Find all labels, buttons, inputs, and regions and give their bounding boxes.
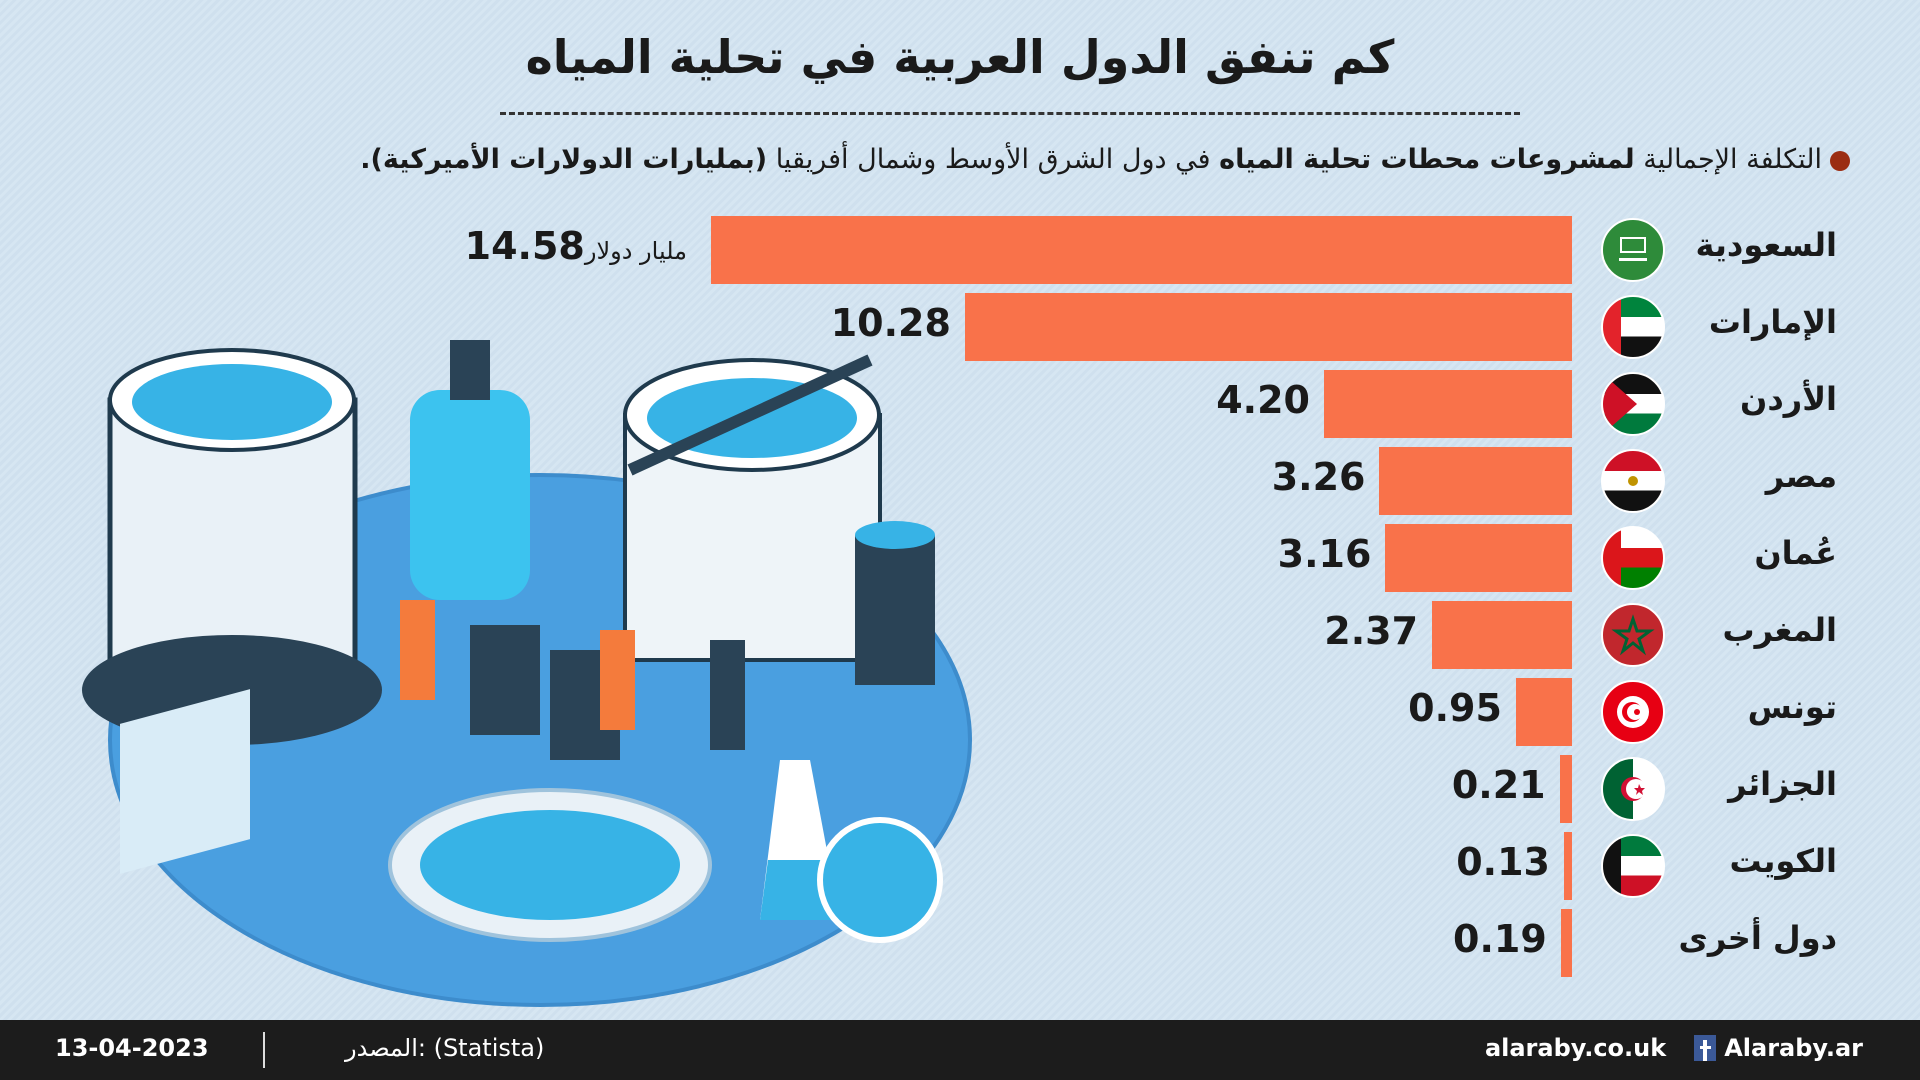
category-label: السعودية bbox=[1695, 226, 1837, 264]
facebook-link[interactable]: Alaraby.ar bbox=[1724, 1034, 1863, 1062]
desalination-illustration-icon bbox=[82, 340, 972, 1007]
subtitle-text: في دول الشرق الأوسط وشمال أفريقيا bbox=[767, 144, 1220, 175]
bar-value-label: 0.19 bbox=[1453, 917, 1547, 961]
value-text: 0.13 bbox=[1456, 840, 1550, 884]
flag-icon bbox=[1601, 680, 1665, 744]
title-divider bbox=[500, 112, 1520, 115]
bar-row: 10.28 الإمارات bbox=[0, 293, 1920, 361]
page-title: كم تنفق الدول العربية في تحلية المياه bbox=[525, 30, 1395, 84]
bar-row: 4.20 الأردن bbox=[0, 370, 1920, 438]
bullet-icon bbox=[1830, 150, 1850, 171]
bar-value-label: 3.26 bbox=[1272, 455, 1366, 499]
value-text: 0.95 bbox=[1408, 686, 1502, 730]
flag-icon bbox=[1601, 526, 1665, 590]
bar bbox=[1432, 601, 1572, 669]
flag-icon bbox=[1601, 218, 1665, 282]
bar-row: 0.19 دول أخرى bbox=[0, 909, 1920, 977]
unit-label: مليار دولار bbox=[584, 237, 687, 265]
value-text: 14.58 bbox=[464, 224, 585, 268]
bar bbox=[1564, 832, 1572, 900]
flag-icon bbox=[1601, 449, 1665, 513]
bar-value-label: 0.21 bbox=[1452, 763, 1546, 807]
flag-icon bbox=[1601, 834, 1665, 898]
category-label: المغرب bbox=[1722, 611, 1837, 649]
value-text: 3.16 bbox=[1277, 532, 1372, 576]
category-label: الأردن bbox=[1740, 380, 1837, 418]
bar-value-label: 4.20 bbox=[1216, 378, 1310, 422]
site-link[interactable]: alaraby.co.uk bbox=[1484, 1034, 1667, 1062]
category-label: تونس bbox=[1747, 688, 1837, 726]
value-text: 4.20 bbox=[1216, 378, 1310, 422]
footer-links: alaraby.co.uk Alaraby.ar bbox=[1485, 1034, 1863, 1062]
facebook-group: Alaraby.ar bbox=[1694, 1034, 1863, 1062]
bar bbox=[1379, 447, 1572, 515]
bar bbox=[964, 293, 1572, 361]
bar bbox=[1560, 909, 1572, 977]
category-label: عُمان bbox=[1754, 534, 1837, 572]
category-label: الإمارات bbox=[1708, 303, 1837, 341]
bar-value-label: 3.16 bbox=[1278, 532, 1372, 576]
value-text: 3.26 bbox=[1271, 455, 1366, 499]
bar bbox=[1515, 678, 1572, 746]
bar bbox=[1323, 370, 1572, 438]
footer: 13-04-2023 المصدر: (Statista) alaraby.co… bbox=[0, 1020, 1920, 1080]
footer-divider bbox=[263, 1032, 265, 1068]
category-label: الجزائر bbox=[1728, 765, 1837, 803]
bar-row: مليار دولار14.58 السعودية bbox=[0, 216, 1920, 284]
flag-icon bbox=[1601, 603, 1665, 667]
value-text: 10.28 bbox=[830, 301, 951, 345]
category-label: دول أخرى bbox=[1678, 919, 1837, 957]
bar bbox=[1559, 755, 1572, 823]
value-text: 0.21 bbox=[1451, 763, 1546, 807]
bar-value-label: مليار دولار14.58 bbox=[465, 224, 697, 268]
subtitle-text: التكلفة الإجمالية bbox=[1634, 144, 1822, 175]
bar bbox=[1385, 524, 1572, 592]
chart-subtitle: التكلفة الإجمالية لمشروعات محطات تحلية ا… bbox=[360, 144, 1850, 175]
bar-row: 0.21 الجزائر bbox=[0, 755, 1920, 823]
bar-value-label: 0.95 bbox=[1408, 686, 1502, 730]
category-label: مصر bbox=[1765, 457, 1837, 495]
bar-row: 0.95 تونس bbox=[0, 678, 1920, 746]
facebook-icon bbox=[1694, 1035, 1717, 1061]
subtitle-bold: لمشروعات محطات تحلية المياه bbox=[1219, 144, 1635, 175]
bar-row: 0.13 الكويت bbox=[0, 832, 1920, 900]
flag-icon bbox=[1601, 757, 1665, 821]
bar-row: 3.16 عُمان bbox=[0, 524, 1920, 592]
category-label: الكويت bbox=[1729, 842, 1837, 880]
bar-value-label: 0.13 bbox=[1456, 840, 1550, 884]
date: 13-04-2023 bbox=[55, 1034, 209, 1062]
flag-icon bbox=[1601, 295, 1665, 359]
bar-row: 3.26 مصر bbox=[0, 447, 1920, 515]
bar bbox=[711, 216, 1572, 284]
bar-value-label: 2.37 bbox=[1324, 609, 1418, 653]
value-text: 0.19 bbox=[1453, 917, 1547, 961]
subtitle-unit: (بمليارات الدولارات الأميركية). bbox=[360, 144, 768, 175]
bar-value-label: 10.28 bbox=[831, 301, 951, 345]
source: المصدر: (Statista) bbox=[345, 1034, 545, 1062]
bar-row: 2.37 المغرب bbox=[0, 601, 1920, 669]
value-text: 2.37 bbox=[1324, 609, 1419, 653]
flag-icon bbox=[1601, 372, 1665, 436]
